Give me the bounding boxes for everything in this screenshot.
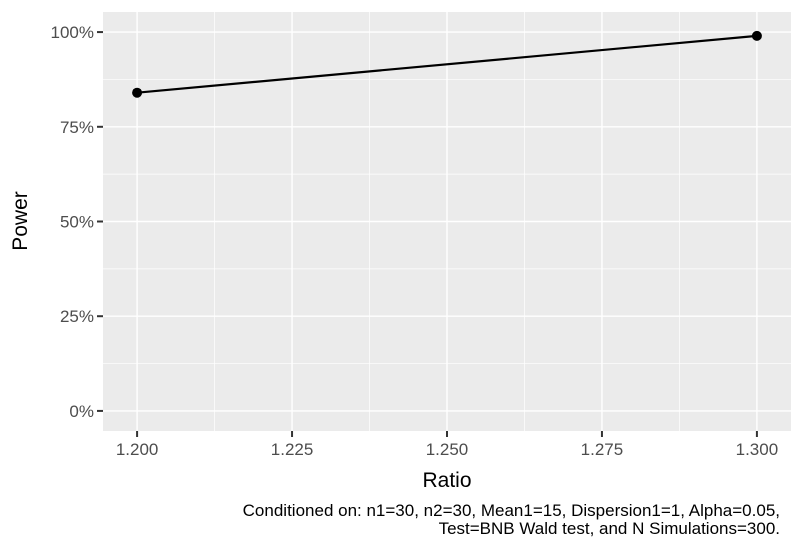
y-axis-title: Power — [9, 191, 32, 251]
y-tick-label: 75% — [60, 118, 94, 137]
caption-line-2: Test=BNB Wald test, and N Simulations=30… — [438, 519, 780, 538]
caption-line-1: Conditioned on: n1=30, n2=30, Mean1=15, … — [242, 501, 780, 520]
x-tick-label: 1.275 — [581, 440, 624, 459]
x-tick-label: 1.200 — [116, 440, 159, 459]
x-axis-title: Ratio — [422, 469, 472, 492]
plot-caption: Conditioned on: n1=30, n2=30, Mean1=15, … — [243, 502, 780, 538]
x-tick-label: 1.300 — [736, 440, 779, 459]
y-tick-label: 100% — [51, 23, 94, 42]
y-tick-label: 25% — [60, 307, 94, 326]
x-tick-label: 1.225 — [271, 440, 314, 459]
data-point — [132, 87, 143, 98]
data-line — [136, 34, 758, 94]
x-tick-label: 1.250 — [426, 440, 469, 459]
data-point — [751, 30, 762, 41]
y-tick-label: 0% — [69, 402, 94, 421]
y-tick-label: 50% — [60, 213, 94, 232]
